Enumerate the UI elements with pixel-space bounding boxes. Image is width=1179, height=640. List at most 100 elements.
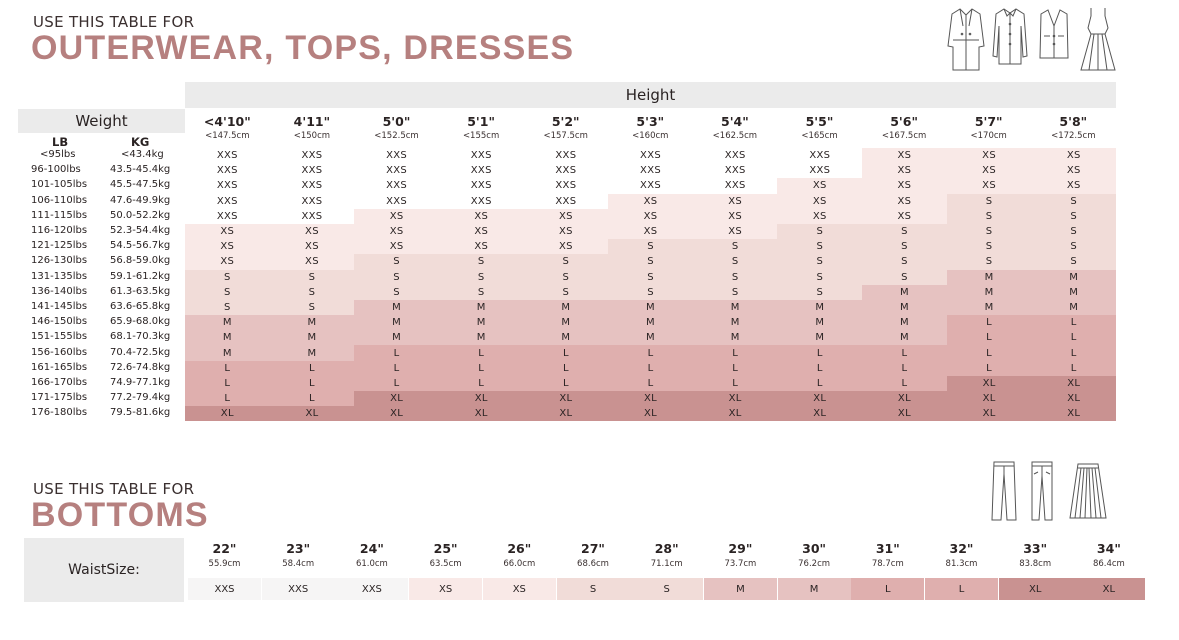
size-cell: L bbox=[608, 360, 693, 376]
size-cell: XL bbox=[269, 406, 355, 422]
waist-column-header: 34" 86.4cm bbox=[1072, 538, 1145, 569]
waist-column-header: 25" 63.5cm bbox=[409, 538, 482, 569]
size-cell: L bbox=[946, 360, 1032, 376]
size-cell: M bbox=[862, 284, 947, 300]
size-cell: M bbox=[862, 299, 947, 316]
size-cell: XXS bbox=[523, 178, 609, 194]
size-cell: XXS bbox=[354, 178, 439, 194]
weight-row: 136-140lbs 61.3-63.5kg bbox=[18, 285, 185, 300]
size-cell: XS bbox=[1031, 148, 1117, 164]
size-cell: S bbox=[1031, 208, 1117, 224]
size-cell: XS bbox=[692, 193, 778, 209]
size-cell: XL bbox=[438, 406, 524, 422]
size-cell: L bbox=[269, 360, 355, 376]
weight-kg: 79.5-81.6kg bbox=[110, 407, 171, 419]
height-cm: <147.5cm bbox=[205, 131, 250, 141]
waist-size-cell: L bbox=[925, 578, 998, 600]
height-column-header: 5'2" <157.5cm bbox=[523, 114, 608, 141]
size-cell: L bbox=[269, 391, 355, 407]
size-cell: L bbox=[946, 315, 1032, 331]
waist-column-header: 33" 83.8cm bbox=[999, 538, 1072, 569]
waist-cm: 76.2cm bbox=[798, 559, 831, 569]
size-row: XXS XXS XS XS XS XS XS XS XS S S bbox=[185, 208, 1117, 224]
size-cell: XS bbox=[523, 208, 609, 224]
waist-size-cell: XL bbox=[998, 578, 1072, 600]
height-cm: <172.5cm bbox=[1051, 131, 1096, 141]
size-cell: M bbox=[608, 315, 693, 331]
waist-inches: 26" bbox=[507, 541, 532, 556]
weight-kg: 74.9-77.1kg bbox=[110, 377, 171, 388]
weight-kg: 70.4-72.5kg bbox=[110, 346, 171, 358]
height-ft: 5'4" bbox=[721, 114, 749, 129]
size-cell: XS bbox=[608, 193, 693, 209]
height-ft: 5'5" bbox=[805, 114, 834, 129]
size-cell: XL bbox=[692, 406, 778, 422]
size-cell: M bbox=[438, 330, 524, 346]
size-cell: XL bbox=[608, 406, 693, 422]
shirt-icon bbox=[992, 8, 1028, 65]
size-cell: M bbox=[354, 315, 439, 331]
size-cell: M bbox=[354, 299, 439, 316]
height-header: Height bbox=[185, 82, 1116, 108]
size-cell: M bbox=[269, 345, 355, 361]
waist-column-header: 23" 58.4cm bbox=[262, 538, 335, 569]
size-cell: L bbox=[946, 330, 1032, 346]
pleated-skirt-icon bbox=[1069, 463, 1107, 519]
size-cell: XL bbox=[523, 406, 609, 422]
weight-lb: <95lbs bbox=[40, 149, 76, 160]
size-cell: XL bbox=[1031, 375, 1117, 391]
size-cell: XS bbox=[692, 208, 778, 224]
size-cell: XXS bbox=[777, 148, 863, 164]
size-cell: XL bbox=[354, 406, 439, 422]
waist-column-header: 32" 81.3cm bbox=[925, 538, 998, 569]
size-cell: S bbox=[354, 284, 439, 300]
size-cell: XS bbox=[354, 208, 439, 224]
size-cell: S bbox=[1031, 193, 1117, 209]
weight-kg: 50.0-52.2kg bbox=[110, 209, 171, 221]
waist-size-cell: XXS bbox=[188, 578, 261, 600]
dress-icon bbox=[1080, 8, 1116, 71]
size-cell: XXS bbox=[692, 163, 778, 179]
size-cell: M bbox=[269, 315, 355, 331]
height-cm: <165cm bbox=[801, 131, 838, 141]
height-column-header: 5'5" <165cm bbox=[777, 114, 862, 141]
height-cm: <160cm bbox=[632, 131, 669, 141]
weight-lb: 106-110lbs bbox=[31, 194, 88, 206]
weight-kg: 63.6-65.8kg bbox=[110, 301, 171, 312]
height-column-header: 4'11" <150cm bbox=[270, 114, 355, 141]
size-cell: XXS bbox=[269, 193, 355, 209]
waist-cm: 83.8cm bbox=[1019, 559, 1052, 569]
size-cell: M bbox=[354, 330, 439, 346]
size-cell: XS bbox=[269, 239, 355, 255]
size-cell: XL bbox=[185, 406, 270, 422]
waist-column-header: 24" 61.0cm bbox=[335, 538, 408, 569]
waist-size-cell: XS bbox=[482, 578, 556, 600]
waist-column-header: 29" 73.7cm bbox=[704, 538, 777, 569]
waist-size-cell: XXS bbox=[261, 578, 335, 600]
weight-lb: 171-175lbs bbox=[31, 392, 88, 404]
size-cell: S bbox=[692, 284, 778, 300]
waist-column-header: 26" 66.0cm bbox=[483, 538, 556, 569]
size-cell: XXS bbox=[523, 193, 609, 209]
height-column-header: 5'1" <155cm bbox=[439, 114, 524, 141]
weight-row: 156-160lbs 70.4-72.5kg bbox=[18, 346, 185, 361]
waist-column-header: 27" 68.6cm bbox=[557, 538, 630, 569]
size-cell: XL bbox=[692, 391, 778, 407]
size-cell: XL bbox=[1031, 391, 1117, 407]
size-cell: S bbox=[185, 269, 270, 285]
trousers-icon bbox=[991, 461, 1017, 521]
size-cell: M bbox=[523, 330, 609, 346]
height-ft: 4'11" bbox=[293, 114, 331, 129]
size-cell: S bbox=[269, 299, 355, 316]
section2-eyebrow: USE THIS TABLE FOR bbox=[33, 480, 195, 498]
size-cell: S bbox=[692, 269, 778, 285]
height-column-header: 5'3" <160cm bbox=[608, 114, 693, 141]
size-cell: XXS bbox=[608, 163, 693, 179]
size-cell: S bbox=[354, 254, 439, 270]
size-row: L L L L L L L L L XL XL bbox=[185, 375, 1117, 391]
size-cell: XXS bbox=[608, 148, 693, 164]
size-cell: XS bbox=[185, 223, 270, 240]
size-cell: L bbox=[354, 360, 439, 376]
